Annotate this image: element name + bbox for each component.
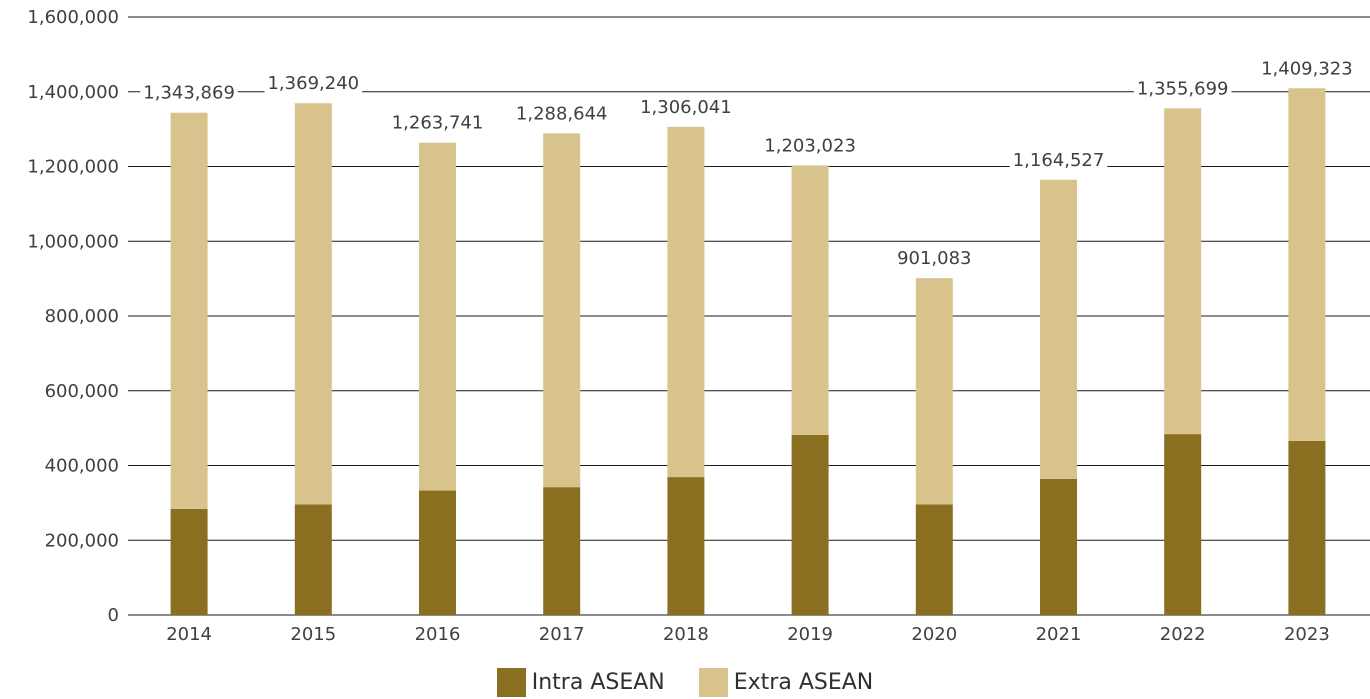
total-data-label: 1,343,869 [143,83,235,104]
bar-extra-asean [1288,88,1326,441]
legend-label-intra: Intra ASEAN [531,670,665,695]
x-tick-label: 2023 [1284,624,1330,645]
legend-swatch-intra [496,668,526,697]
y-tick-label: 1,600,000 [27,7,119,28]
legend-item-intra: Intra ASEAN [496,668,665,697]
bar-extra-asean [667,126,705,478]
data-label-bg [761,136,859,156]
x-tick-label: 2018 [663,624,709,645]
total-data-label: 1,409,323 [1261,58,1353,79]
bar-extra-asean [543,133,581,488]
bar-intra-asean [791,434,829,615]
x-tick-label: 2016 [415,624,461,645]
total-data-label: 1,263,741 [392,113,484,134]
data-label-bg [1009,150,1108,170]
total-data-label: 1,369,240 [267,73,359,94]
total-data-label: 1,164,527 [1013,150,1105,171]
bar-intra-asean [915,504,953,615]
data-label-bg [894,249,975,269]
x-tick-label: 2017 [539,624,585,645]
bar-intra-asean [294,504,332,615]
data-label-bg [264,74,363,94]
y-tick-label: 200,000 [45,530,119,551]
y-tick-label: 600,000 [45,381,119,402]
bar-intra-asean [170,508,208,615]
x-tick-label: 2021 [1036,624,1082,645]
y-tick-label: 1,400,000 [27,82,119,103]
legend-swatch-extra [698,668,728,697]
chart-canvas: 0 200,000 400,000 600,000 800,000 1,000,000 1,… [27,7,1370,645]
bar-extra-asean [419,142,456,491]
legend: Intra ASEAN Extra ASEAN [0,668,1370,697]
y-tick-label: 1,200,000 [27,157,119,178]
bar-extra-asean [170,112,208,509]
legend-label-extra: Extra ASEAN [733,670,874,695]
total-data-label: 901,083 [897,248,971,269]
x-tick-label: 2015 [290,624,336,645]
bar-intra-asean [1164,434,1202,615]
y-tick-label: 0 [108,605,119,626]
bar-extra-asean [1164,108,1202,435]
x-tick-label: 2019 [787,624,833,645]
y-tick-label: 400,000 [45,456,119,477]
bar-extra-asean [791,165,829,435]
y-tick-label: 1,000,000 [27,231,119,252]
bar-intra-asean [543,487,581,615]
bar-extra-asean [915,278,953,505]
total-data-label: 1,288,644 [516,103,608,124]
bar-intra-asean [1040,478,1077,615]
total-data-label: 1,355,699 [1137,78,1229,99]
bar-intra-asean [667,477,705,615]
data-label-bg [637,97,735,117]
x-tick-label: 2022 [1160,624,1206,645]
y-tick-label: 800,000 [45,306,119,327]
x-tick-label: 2020 [911,624,957,645]
total-data-label: 1,306,041 [640,97,732,118]
data-label-bg [140,83,238,103]
data-label-bg [512,104,611,124]
data-label-bg [388,113,487,133]
bar-intra-asean [419,490,456,615]
bar-extra-asean [294,103,332,505]
data-label-bg [1258,59,1356,79]
legend-item-extra: Extra ASEAN [698,668,874,697]
bar-intra-asean [1288,440,1326,615]
x-tick-label: 2014 [166,624,212,645]
data-label-bg [1133,79,1232,99]
total-data-label: 1,203,023 [764,135,856,156]
bar-extra-asean [1040,179,1077,479]
